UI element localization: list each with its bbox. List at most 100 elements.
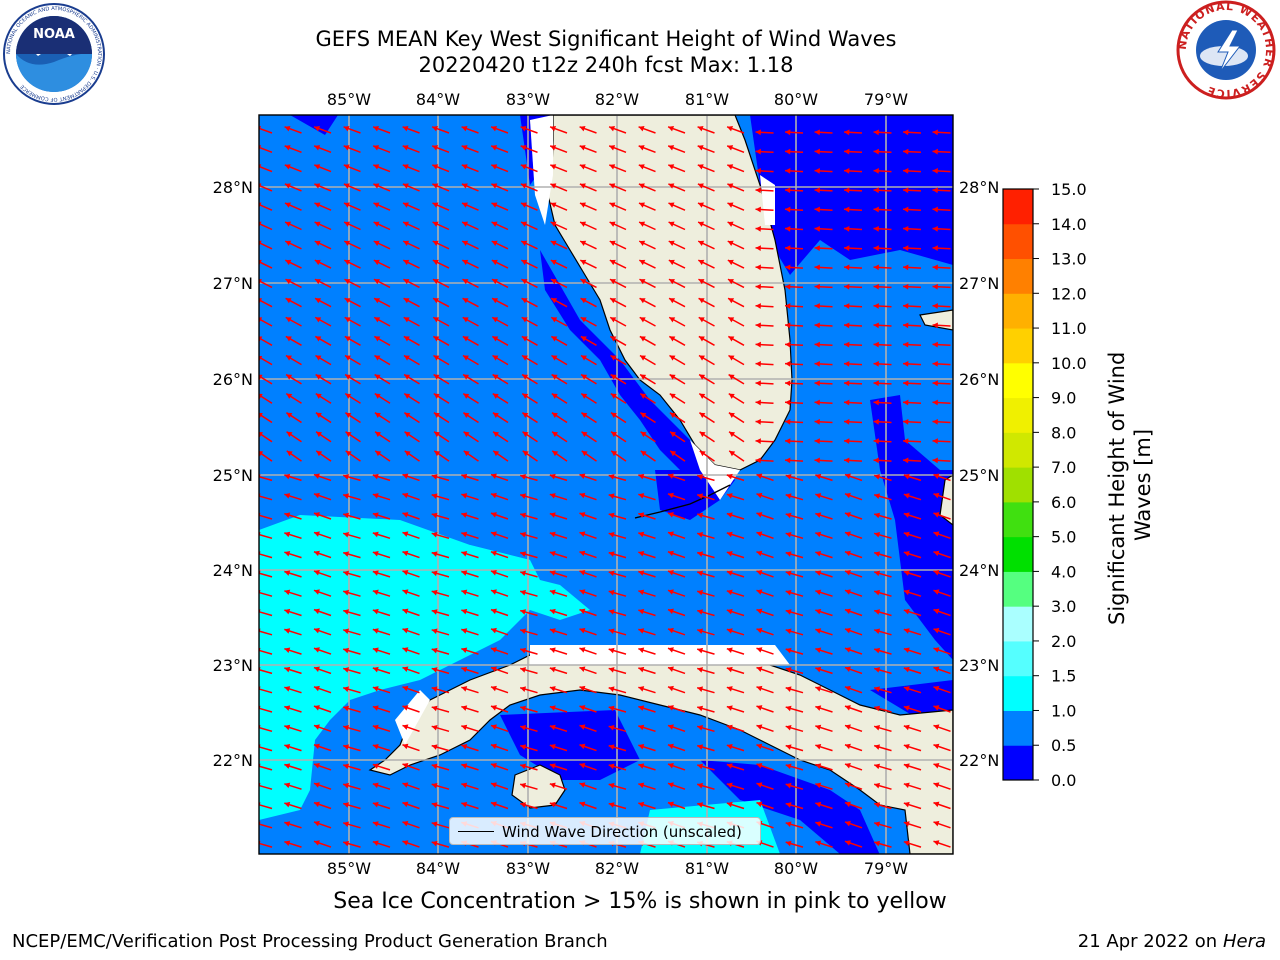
wave-direction-arrowhead bbox=[844, 473, 851, 479]
wave-direction-arrowhead bbox=[698, 336, 705, 342]
wave-direction-arrowhead bbox=[874, 821, 881, 828]
wave-direction-arrowhead bbox=[432, 240, 439, 246]
wave-direction-arrowhead bbox=[726, 493, 733, 499]
wave-direction-arrowhead bbox=[933, 782, 940, 788]
wave-direction-arrowhead bbox=[579, 627, 586, 634]
wave-direction-arrowhead bbox=[844, 168, 850, 174]
wave-direction-arrowhead bbox=[549, 608, 556, 615]
colorbar-segment bbox=[1003, 536, 1033, 572]
wave-direction-arrowhead bbox=[314, 259, 321, 266]
wave-direction-arrowhead bbox=[932, 341, 938, 348]
wave-direction-arrowhead bbox=[638, 589, 645, 596]
wave-direction-arrowhead bbox=[549, 647, 556, 654]
wave-direction-arrowhead bbox=[284, 705, 291, 711]
colorbar-tick-label: 11.0 bbox=[1051, 319, 1087, 338]
wave-direction-arrowhead bbox=[372, 512, 379, 518]
wave-direction-arrowhead bbox=[609, 240, 616, 246]
wave-direction-arrowhead bbox=[402, 685, 409, 692]
wave-direction-arrowhead bbox=[844, 264, 850, 271]
wave-direction-arrowhead bbox=[608, 551, 615, 557]
wave-direction-arrowhead bbox=[315, 374, 322, 380]
wave-direction-arrowhead bbox=[610, 317, 617, 323]
wave-direction-arrowhead bbox=[667, 512, 674, 518]
wave-direction-arrowhead bbox=[932, 206, 938, 213]
wave-direction-arrowhead bbox=[463, 431, 470, 438]
wave-direction-arrowhead bbox=[638, 724, 645, 731]
wave-direction-arrowhead bbox=[431, 744, 438, 750]
wave-direction-arrowhead bbox=[815, 531, 822, 538]
wave-direction-arrowhead bbox=[697, 512, 704, 519]
wave-direction-arrowhead bbox=[462, 336, 469, 342]
wave-direction-arrowhead bbox=[844, 380, 850, 387]
wave-direction-arrowhead bbox=[670, 431, 677, 438]
wave-direction-arrowhead bbox=[402, 202, 409, 208]
wave-direction-arrowhead bbox=[343, 512, 350, 519]
wave-direction-arrowhead bbox=[491, 125, 498, 132]
wave-direction-arrowhead bbox=[755, 264, 761, 271]
wave-direction-arrowhead bbox=[520, 164, 527, 170]
wave-direction-arrowhead bbox=[698, 259, 705, 266]
wave-direction-arrowhead bbox=[638, 531, 645, 538]
wave-direction-arrowhead bbox=[903, 206, 909, 213]
wave-direction-arrowhead bbox=[815, 647, 822, 654]
wave-direction-arrowhead bbox=[461, 493, 468, 499]
wave-direction-arrowhead bbox=[667, 685, 674, 692]
wind-wave-direction-arrows bbox=[259, 125, 951, 848]
wave-direction-arrowhead bbox=[932, 418, 938, 425]
wave-direction-arrowhead bbox=[286, 374, 293, 380]
wave-direction-arrowhead bbox=[903, 303, 909, 309]
wave-direction-arrowhead bbox=[903, 380, 909, 387]
wave-direction-arrow bbox=[259, 165, 273, 173]
wave-direction-arrowhead bbox=[726, 801, 733, 808]
wave-direction-arrowhead bbox=[669, 336, 676, 342]
wave-direction-arrowhead bbox=[431, 802, 438, 808]
wave-direction-arrowhead bbox=[315, 317, 322, 323]
wave-direction-arrowhead bbox=[313, 666, 320, 672]
wave-direction-arrowhead bbox=[844, 820, 851, 827]
wave-direction-arrowhead bbox=[372, 628, 379, 634]
wave-direction-arrowhead bbox=[903, 399, 909, 406]
wave-direction-arrowhead bbox=[932, 303, 938, 309]
wave-direction-arrowhead bbox=[756, 666, 763, 672]
wave-direction-arrowhead bbox=[697, 474, 704, 480]
wave-direction-arrow bbox=[259, 688, 273, 694]
wave-direction-arrowhead bbox=[874, 667, 881, 673]
wave-direction-arrowhead bbox=[727, 221, 734, 227]
colorbar-tick-label: 13.0 bbox=[1051, 250, 1087, 269]
lon-label-top: 80°W bbox=[774, 90, 818, 109]
wave-direction-arrowhead bbox=[815, 763, 822, 769]
wave-direction-arrowhead bbox=[844, 627, 851, 634]
wave-direction-arrowhead bbox=[579, 782, 586, 788]
wave-direction-arrowhead bbox=[933, 763, 940, 769]
wave-direction-arrowhead bbox=[313, 743, 320, 750]
wave-direction-arrowhead bbox=[285, 259, 292, 266]
wave-direction-arrow bbox=[259, 668, 273, 675]
wave-direction-arrowhead bbox=[431, 705, 438, 712]
nws-logo: NATIONAL WEATHER SERVICE bbox=[1176, 0, 1276, 100]
wave-direction-arrowhead bbox=[284, 744, 291, 750]
wave-direction-arrowhead bbox=[932, 187, 938, 194]
wave-direction-arrowhead bbox=[315, 393, 322, 399]
wave-direction-arrowhead bbox=[814, 399, 820, 406]
wave-direction-arrowhead bbox=[284, 512, 291, 518]
wave-direction-arrowhead bbox=[372, 724, 379, 731]
wave-direction-arrowhead bbox=[667, 608, 674, 615]
colorbar-tick-label: 15.0 bbox=[1051, 180, 1087, 199]
wave-direction-arrowhead bbox=[314, 164, 321, 170]
wave-direction-arrowhead bbox=[697, 570, 704, 577]
wave-direction-arrow bbox=[259, 784, 273, 790]
wave-direction-arrowhead bbox=[343, 725, 350, 731]
wave-direction-arrowhead bbox=[521, 336, 528, 342]
wave-direction-arrowhead bbox=[259, 336, 263, 342]
wave-direction-arrowhead bbox=[345, 431, 352, 438]
wave-direction-arrowhead bbox=[343, 744, 350, 750]
wave-direction-arrowhead bbox=[903, 551, 910, 557]
wave-direction-arrowhead bbox=[729, 431, 736, 438]
wave-direction-arrowhead bbox=[521, 317, 528, 323]
wave-direction-arrowhead bbox=[404, 374, 411, 380]
wave-direction-arrowhead bbox=[549, 570, 556, 576]
wave-direction-arrowhead bbox=[638, 647, 645, 654]
wave-direction-arrowhead bbox=[667, 647, 674, 653]
wave-direction-arrowhead bbox=[286, 412, 293, 418]
wave-direction-arrowhead bbox=[667, 743, 674, 750]
